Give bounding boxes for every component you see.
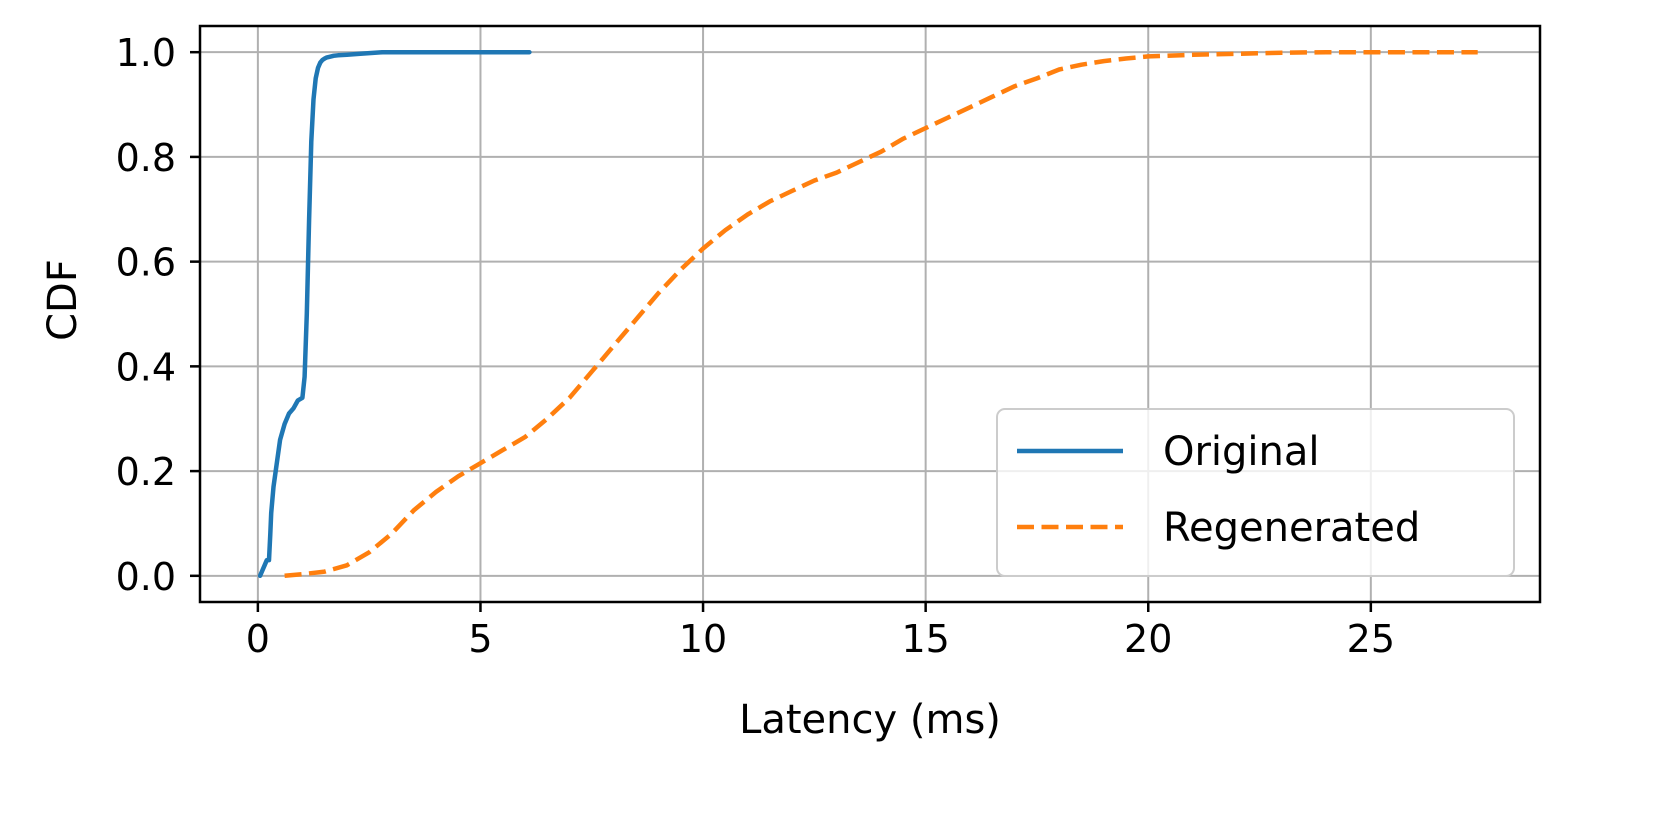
x-tick-label: 5 bbox=[468, 617, 492, 661]
x-tick-label: 0 bbox=[246, 617, 270, 661]
x-axis-label: Latency (ms) bbox=[739, 697, 1001, 743]
y-tick-label: 0.0 bbox=[116, 555, 176, 599]
legend-label-regenerated: Regenerated bbox=[1163, 505, 1420, 551]
y-axis-ticks: 0.0 0.2 0.4 0.6 0.8 1.0 bbox=[116, 31, 200, 599]
legend-label-original: Original bbox=[1163, 429, 1320, 475]
y-axis-label: CDF bbox=[40, 259, 86, 341]
x-tick-label: 20 bbox=[1124, 617, 1172, 661]
y-tick-label: 0.8 bbox=[116, 136, 176, 180]
x-tick-label: 10 bbox=[679, 617, 727, 661]
series-lines bbox=[257, 49, 1478, 579]
legend: Original Regenerated bbox=[996, 408, 1515, 577]
y-tick-label: 0.6 bbox=[116, 241, 176, 285]
y-tick-label: 0.2 bbox=[116, 450, 176, 494]
legend-box bbox=[996, 408, 1515, 577]
y-tick-label: 1.0 bbox=[116, 31, 176, 75]
series-line-regenerated bbox=[284, 49, 1478, 579]
y-tick-label: 0.4 bbox=[116, 345, 176, 389]
x-tick-label: 15 bbox=[901, 617, 949, 661]
x-tick-label: 25 bbox=[1347, 617, 1395, 661]
series-line-original bbox=[257, 49, 532, 579]
x-axis-ticks: 0 5 10 15 20 25 bbox=[246, 602, 1395, 661]
plot-frame bbox=[198, 24, 1542, 604]
